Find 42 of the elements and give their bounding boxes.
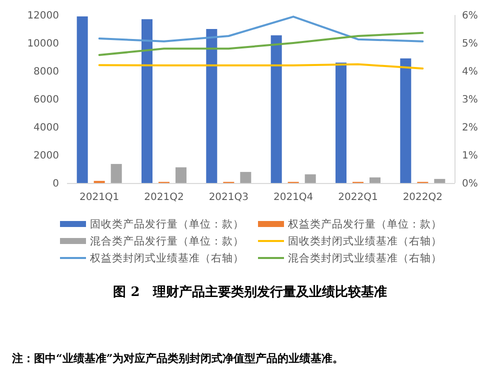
x-tick-label: 2022Q1 bbox=[338, 192, 378, 203]
legend-label: 权益类封闭式业绩基准（右轴） bbox=[89, 252, 244, 265]
bar bbox=[176, 167, 186, 183]
y2-tick-label: 5% bbox=[462, 38, 478, 50]
text: 图 2 理财产品主要类别发行量及业绩比较基准 bbox=[113, 284, 387, 300]
y-tick-label: 8000 bbox=[34, 66, 59, 78]
y2-tick-label: 4% bbox=[462, 66, 478, 78]
legend-label: 权益类产品发行量（单位：款） bbox=[287, 218, 442, 231]
bar bbox=[240, 172, 252, 183]
x-tick-label: 2021Q3 bbox=[208, 192, 249, 203]
x-tick-label: 2022Q2 bbox=[402, 192, 443, 203]
x-tick-label: 2021Q1 bbox=[79, 192, 120, 203]
x-tick-label: 2021Q4 bbox=[273, 192, 314, 203]
line-series bbox=[98, 32, 424, 56]
text: 注：图中“业绩基准”为对应产品类别封闭式净值型产品的业绩基准。 bbox=[11, 352, 344, 365]
y-tick-label: 2000 bbox=[34, 150, 59, 162]
bar bbox=[76, 16, 88, 183]
legend-label: 混合类封闭式业绩基准（右轴） bbox=[288, 252, 442, 265]
y-tick-label: 12000 bbox=[27, 10, 59, 22]
bar bbox=[270, 35, 282, 183]
bar bbox=[206, 29, 218, 183]
bar bbox=[434, 178, 446, 183]
bar bbox=[304, 174, 316, 183]
line-series bbox=[98, 16, 424, 42]
bar bbox=[110, 164, 122, 183]
y-tick-label: 4000 bbox=[34, 122, 59, 134]
y2-tick-label: 2% bbox=[462, 122, 478, 134]
legend-label: 混合类产品发行量（单位：款） bbox=[90, 234, 244, 248]
bar bbox=[400, 58, 412, 183]
legend-label: 固收类封闭式业绩基准（右轴） bbox=[288, 234, 442, 248]
y-tick-label: 6000 bbox=[34, 94, 59, 106]
bar bbox=[336, 62, 346, 183]
legend-label: 固收类产品发行量（单位：款） bbox=[90, 218, 244, 231]
x-tick-label: 2021Q2 bbox=[144, 192, 184, 203]
y2-tick-label: 0% bbox=[462, 178, 478, 190]
y2-tick-label: 3% bbox=[462, 94, 478, 106]
bar bbox=[370, 177, 380, 183]
y2-tick-label: 1% bbox=[462, 150, 478, 162]
y2-tick-label: 6% bbox=[462, 10, 478, 22]
y-tick-label: 10000 bbox=[27, 38, 59, 50]
y-tick-label: 0 bbox=[52, 178, 59, 190]
bar bbox=[142, 19, 152, 183]
